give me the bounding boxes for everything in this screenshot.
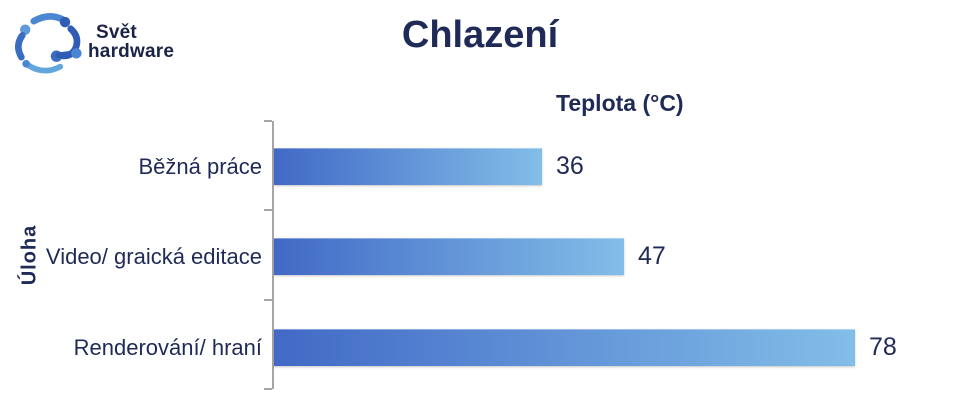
axis-tick — [264, 388, 272, 390]
axis-tick — [264, 120, 272, 122]
axis-tick — [264, 299, 272, 301]
logo: Svět hardware — [8, 6, 174, 78]
bar-bezna-prace — [274, 148, 542, 185]
bar-renderovani-hrani — [274, 329, 855, 366]
logo-word-svet: Svět — [96, 22, 137, 43]
axis-tick — [264, 209, 272, 211]
logo-wordmark: Svět hardware — [88, 23, 174, 61]
category-label: Renderování/ hraní — [73, 335, 262, 360]
bar-video-graficka-editace — [274, 238, 624, 275]
value-axis-title: Teplota (°C) — [556, 90, 684, 116]
bar-value-label: 47 — [638, 242, 666, 270]
category-axis-line — [272, 121, 274, 389]
bar-value-label: 36 — [556, 152, 584, 180]
bar-value-label: 78 — [869, 333, 897, 361]
category-label: Video/ graická editace — [45, 244, 262, 269]
category-label: Běžná práce — [138, 154, 262, 179]
chart-title: Chlazení — [401, 14, 559, 56]
svet-hardware-logo-icon — [15, 13, 82, 74]
logo-word-hardware: hardware — [88, 41, 175, 62]
